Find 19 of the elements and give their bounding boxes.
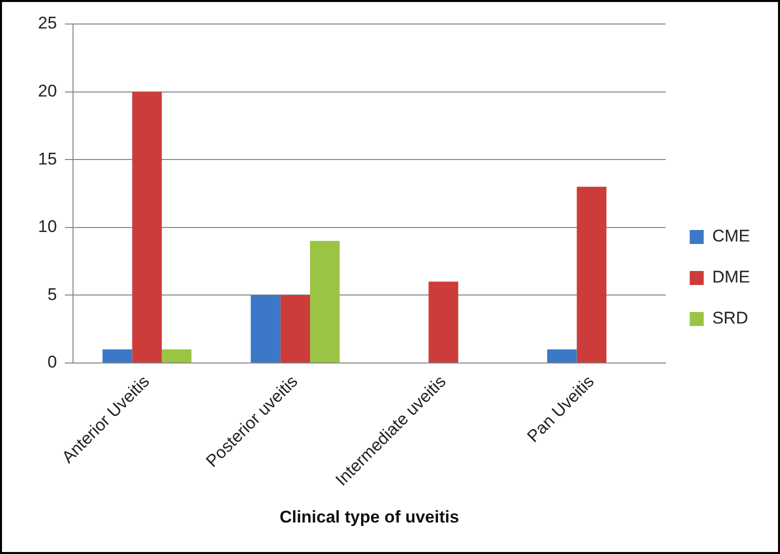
bar — [132, 92, 162, 362]
bar — [102, 349, 132, 362]
y-tick-label: 15 — [38, 149, 57, 168]
y-tick-label: 20 — [38, 81, 57, 100]
x-axis-title: Clinical type of uveitis — [280, 507, 460, 526]
bar — [428, 282, 458, 362]
bar — [162, 349, 192, 362]
y-tick-label: 0 — [47, 352, 57, 372]
bar — [547, 349, 577, 362]
y-tick-label: 5 — [47, 284, 57, 304]
legend-label: CME — [712, 226, 750, 246]
legend-label: SRD — [712, 308, 748, 328]
legend-label: DME — [712, 268, 750, 287]
bar — [310, 240, 340, 362]
y-tick-label: 25 — [38, 14, 57, 33]
bar — [280, 295, 310, 362]
bar — [576, 186, 606, 362]
bar — [250, 295, 280, 362]
y-tick-label: 10 — [38, 217, 57, 236]
